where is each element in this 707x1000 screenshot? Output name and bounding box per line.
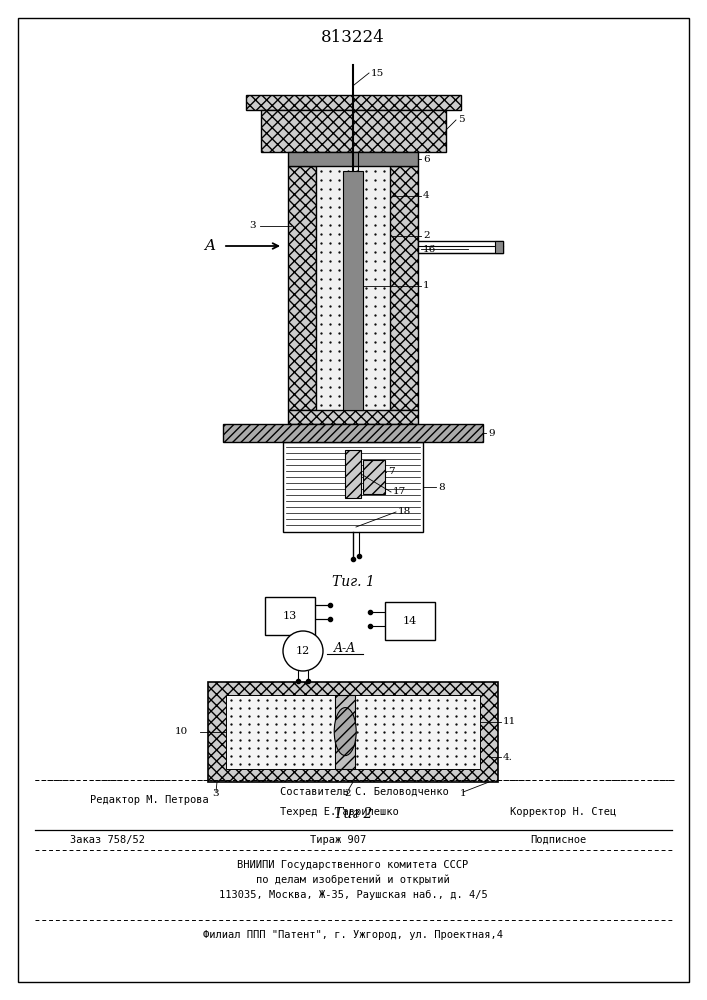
Text: 1: 1 <box>423 282 430 290</box>
Text: A: A <box>204 239 216 253</box>
Text: 3: 3 <box>250 222 257 231</box>
Text: 4.: 4. <box>503 752 513 762</box>
Text: Филиал ППП "Патент", г. Ужгород, ул. Проектная,4: Филиал ППП "Патент", г. Ужгород, ул. Про… <box>203 930 503 940</box>
Text: 813224: 813224 <box>321 29 385 46</box>
Text: ВНИИПИ Государственного комитета СССР: ВНИИПИ Государственного комитета СССР <box>238 860 469 870</box>
Text: 15: 15 <box>371 68 384 78</box>
Bar <box>390 166 418 410</box>
Text: 14: 14 <box>403 616 417 626</box>
Circle shape <box>283 631 323 671</box>
Text: 17: 17 <box>393 488 407 496</box>
Bar <box>418 241 503 253</box>
Bar <box>316 166 390 410</box>
Bar <box>261 110 446 152</box>
Text: Техред Е.Гаврилешко: Техред Е.Гаврилешко <box>280 807 399 817</box>
Text: Тираж 907: Тираж 907 <box>310 835 366 845</box>
Bar <box>223 424 483 442</box>
Bar <box>283 442 423 532</box>
Text: 10: 10 <box>175 728 188 736</box>
Text: Составитель С. Беловодченко: Составитель С. Беловодченко <box>280 787 449 797</box>
Text: 2: 2 <box>344 789 351 798</box>
Text: Редактор М. Петрова: Редактор М. Петрова <box>90 795 209 805</box>
Text: 5: 5 <box>458 115 464 124</box>
Text: 12: 12 <box>296 646 310 656</box>
Text: 6: 6 <box>423 154 430 163</box>
Text: по делам изобретений и открытий: по делам изобретений и открытий <box>256 875 450 885</box>
Text: 7: 7 <box>388 468 395 477</box>
Text: 1: 1 <box>460 789 467 798</box>
Bar <box>345 450 361 498</box>
Text: Τиг. 1: Τиг. 1 <box>332 575 375 589</box>
Bar <box>288 152 418 166</box>
Text: Τиг 2: Τиг 2 <box>334 807 372 821</box>
Bar <box>208 682 498 782</box>
Bar <box>288 166 316 410</box>
Ellipse shape <box>334 708 356 756</box>
Text: A-A: A-A <box>334 643 356 656</box>
Text: 9: 9 <box>488 428 495 438</box>
Bar <box>246 95 461 110</box>
Bar <box>288 410 418 424</box>
Text: Заказ 758/52: Заказ 758/52 <box>70 835 145 845</box>
Text: 8: 8 <box>438 483 445 491</box>
Text: 18: 18 <box>398 508 411 516</box>
Text: 11: 11 <box>503 718 516 726</box>
Text: 2: 2 <box>423 232 430 240</box>
Text: 3: 3 <box>213 789 219 798</box>
Bar <box>363 460 385 494</box>
Text: 113035, Москва, Ж-35, Раушская наб., д. 4/5: 113035, Москва, Ж-35, Раушская наб., д. … <box>218 890 487 900</box>
Bar <box>226 695 480 769</box>
Bar <box>343 171 363 410</box>
Text: Корректор Н. Стец: Корректор Н. Стец <box>510 807 617 817</box>
Bar <box>495 241 503 253</box>
Text: Подписное: Подписное <box>530 835 586 845</box>
Text: 16: 16 <box>423 244 436 253</box>
Text: 13: 13 <box>283 611 297 621</box>
Bar <box>385 602 435 640</box>
Bar <box>335 695 355 769</box>
Text: 4: 4 <box>423 192 430 200</box>
Bar <box>265 597 315 635</box>
